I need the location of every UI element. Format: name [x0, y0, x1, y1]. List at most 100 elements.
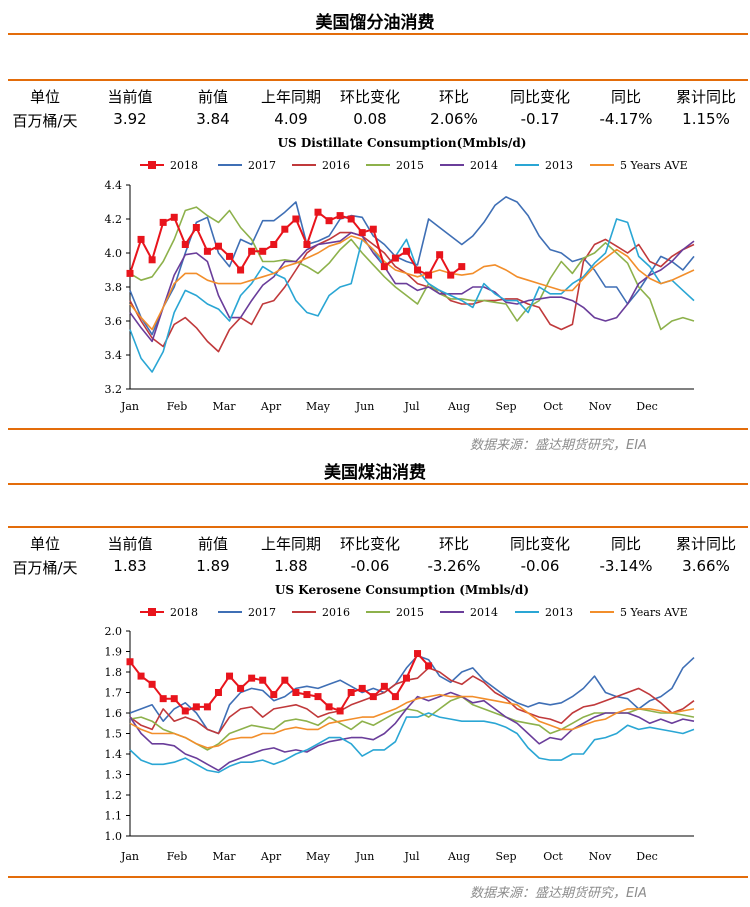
x-tick-label: Sep: [495, 850, 516, 863]
y-tick-label: 1.7: [105, 687, 123, 700]
series-line: [129, 652, 430, 712]
series-line: [129, 695, 695, 751]
stat-header: 同比变化: [509, 88, 571, 106]
distillate-panel: 美国馏分油消费 单位 当前值 前值 上年同期 环比变化 环比 同比变化 同比 累…: [0, 13, 750, 453]
x-tick-label: Jul: [403, 850, 419, 863]
data-point: [248, 247, 256, 255]
y-tick-label: 1.3: [105, 769, 123, 782]
x-tick-label: Feb: [167, 850, 188, 863]
x-tick-label: Jun: [355, 850, 375, 863]
data-point: [203, 247, 211, 255]
x-tick-label: Oct: [543, 400, 563, 413]
data-point: [292, 689, 300, 696]
x-tick-label: Apr: [260, 400, 282, 413]
legend-label: 2017: [248, 606, 276, 619]
y-tick-label: 1.4: [105, 748, 123, 761]
legend-label: 2015: [396, 159, 424, 172]
series-line: [129, 654, 695, 735]
x-tick-label: May: [306, 400, 331, 413]
y-tick-label: 1.5: [105, 728, 123, 741]
data-point: [248, 674, 256, 682]
data-point: [325, 703, 333, 711]
y-tick-label: 1.8: [105, 666, 123, 679]
stat-value: -4.17%: [599, 110, 653, 128]
y-tick-label: 3.8: [105, 281, 123, 294]
data-point: [270, 241, 278, 248]
stat-value: 3.66%: [682, 557, 730, 575]
data-point: [170, 695, 178, 703]
stats-header-row: 单位 当前值 前值 上年同期 环比变化 环比 同比变化 同比 累计同比: [0, 86, 750, 108]
stat-value: 1.83: [113, 557, 147, 575]
data-point: [436, 251, 444, 259]
kerosene-chart: US Kerosene Consumption (Mmbls/d) 1.0 1.1 1…: [105, 583, 695, 863]
stat-header: 前值: [197, 88, 229, 106]
y-tick-label: 1.2: [105, 789, 123, 802]
y-tick-label: 4.0: [105, 247, 123, 260]
series-line: [129, 231, 695, 353]
stat-value: 百万桶/天: [12, 112, 78, 130]
data-point: [192, 703, 200, 711]
data-point: [126, 658, 134, 666]
stat-header: 累计同比: [675, 535, 737, 553]
stat-header: 当前值: [107, 88, 153, 106]
y-tick-label: 3.6: [105, 315, 123, 328]
stat-value: 1.88: [274, 557, 308, 575]
series-line: [129, 712, 695, 774]
data-point: [270, 691, 278, 699]
data-point: [414, 650, 422, 658]
data-point: [402, 247, 410, 255]
stat-header: 上年同期: [260, 88, 322, 106]
stat-header: 同比变化: [509, 535, 571, 553]
data-point: [292, 215, 300, 223]
legend-label: 2016: [322, 159, 350, 172]
data-point: [170, 213, 178, 221]
kerosene-panel: 美国煤油消费 单位 当前值 前值 上年同期 环比变化 环比 同比变化 同比 累计…: [0, 455, 750, 907]
stat-header: 单位: [29, 88, 61, 106]
series-line: [129, 235, 695, 331]
chart-title: US Distillate Consumption(Mmbls/d): [278, 136, 527, 150]
data-point: [425, 271, 433, 279]
data-point: [203, 703, 211, 711]
stat-value: -3.26%: [427, 557, 481, 575]
x-tick-label: Feb: [167, 400, 188, 413]
y-tick-label: 3.4: [105, 349, 123, 362]
legend-label: 2015: [396, 606, 424, 619]
y-tick-label: 2.0: [105, 625, 123, 638]
stat-value: 1.15%: [682, 110, 730, 128]
stat-header: 同比: [610, 88, 642, 106]
chart-title: US Kerosene Consumption (Mmbls/d): [275, 583, 529, 597]
divider: [8, 876, 748, 878]
stats-value-row: 百万桶/天 3.92 3.84 4.09 0.08 2.06% -0.17 -4…: [0, 110, 750, 132]
y-tick-label: 4.2: [105, 213, 123, 226]
y-tick-label: 3.2: [105, 383, 123, 396]
legend-marker: [148, 161, 156, 169]
data-point: [237, 684, 245, 692]
y-tick-label: 1.9: [105, 646, 123, 659]
data-point: [347, 689, 355, 696]
data-point: [314, 208, 322, 216]
stat-value: -0.06: [350, 557, 390, 575]
data-point: [402, 674, 410, 682]
data-point: [325, 217, 333, 225]
panel-title: 美国馏分油消费: [315, 13, 435, 33]
data-point: [159, 695, 167, 703]
data-point: [303, 691, 311, 699]
series-line: [129, 667, 695, 735]
stat-header: 环比: [438, 88, 470, 106]
series-line: [129, 196, 695, 336]
data-point: [447, 271, 455, 279]
y-tick-label: 1.0: [105, 830, 123, 843]
legend-label: 2014: [470, 606, 498, 619]
data-point: [358, 229, 366, 237]
data-point: [369, 693, 377, 701]
data-point: [458, 263, 466, 271]
data-point: [414, 266, 422, 274]
data-point: [425, 662, 433, 670]
stat-value: 3.84: [196, 110, 230, 128]
data-point: [380, 682, 388, 690]
legend-label: 5 Years AVE: [620, 159, 688, 172]
stat-header: 累计同比: [675, 88, 737, 106]
data-point: [347, 215, 355, 223]
distillate-chart: US Distillate Consumption(Mmbls/d) 3.2 3.4…: [105, 136, 695, 413]
legend-label: 2016: [322, 606, 350, 619]
